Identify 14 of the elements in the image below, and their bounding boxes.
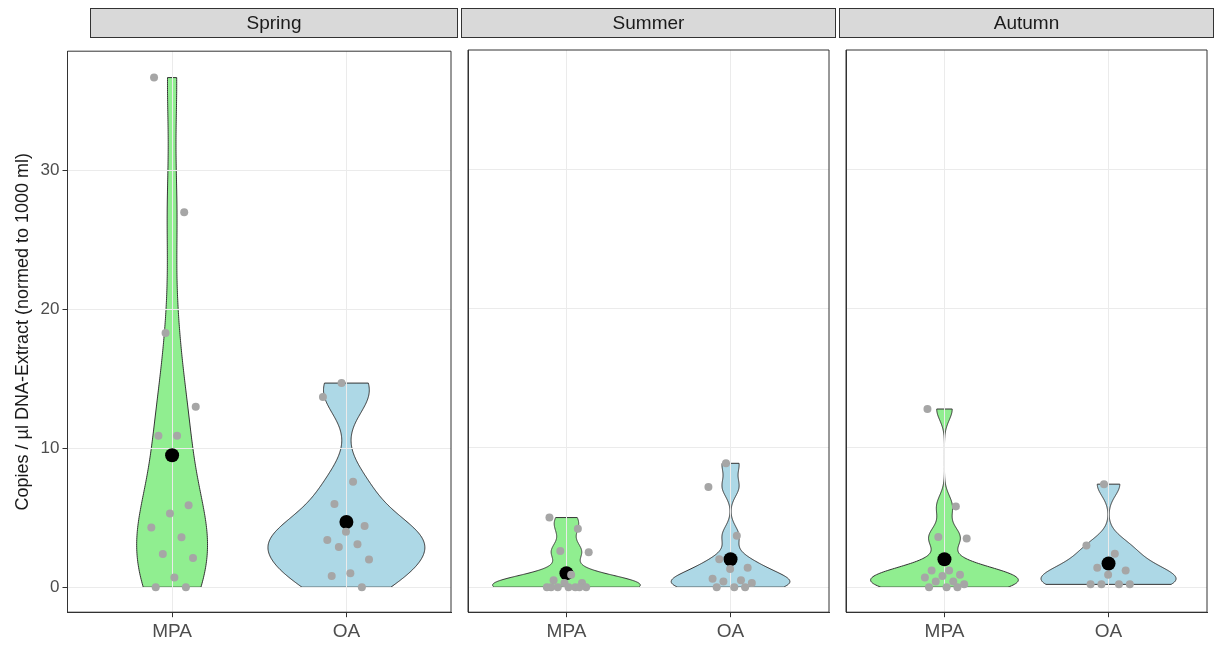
y-tick-label: 30 — [40, 160, 60, 180]
y-axis-title: Copies / µl DNA-Extract (normed to 1000 ml) — [11, 152, 32, 511]
y-tick-label: 20 — [40, 299, 60, 319]
chart-title: Spring — [90, 8, 458, 38]
chart-title: Autumn — [839, 8, 1214, 38]
x-tick-label: MPA — [546, 619, 587, 641]
x-tick-label: MPA — [924, 619, 965, 641]
chart-title: Summer — [461, 8, 836, 38]
x-tick-label: OA — [716, 619, 745, 641]
y-tick-label: 0 — [50, 576, 60, 596]
x-tick-label: OA — [332, 619, 361, 641]
y-tick-label: 10 — [40, 438, 60, 458]
x-tick-label: MPA — [152, 619, 193, 641]
x-tick-label: OA — [1094, 619, 1123, 641]
